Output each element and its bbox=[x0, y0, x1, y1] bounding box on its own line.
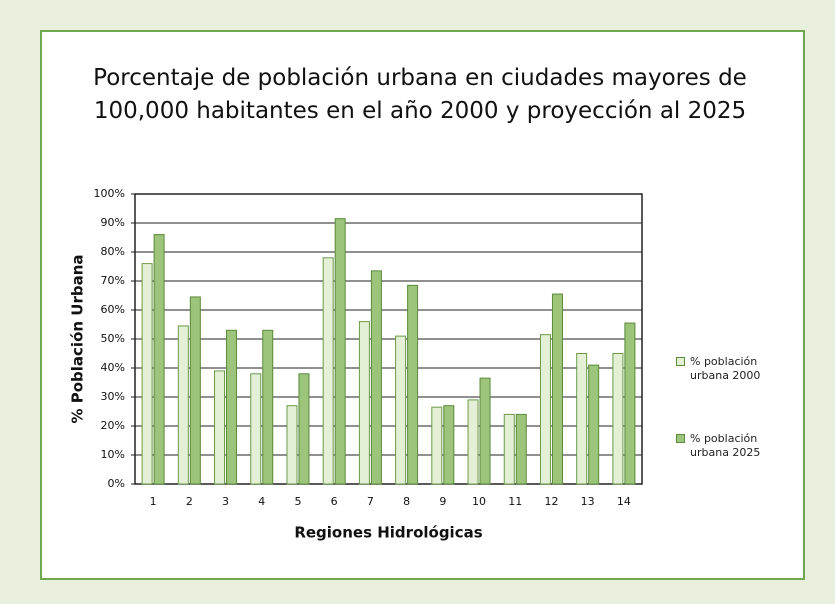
x-tick-label: 5 bbox=[294, 495, 301, 508]
y-tick-label: 0% bbox=[108, 477, 125, 490]
bar bbox=[503, 413, 515, 485]
bar bbox=[214, 370, 226, 485]
x-tick-label: 7 bbox=[367, 495, 374, 508]
x-tick-label: 1 bbox=[150, 495, 157, 508]
bar bbox=[515, 413, 527, 485]
y-tick-label: 100% bbox=[94, 187, 125, 200]
legend-label: % población urbana 2000 bbox=[690, 355, 761, 382]
legend-label: % población urbana 2025 bbox=[690, 432, 761, 459]
bar bbox=[407, 284, 419, 485]
bar bbox=[250, 373, 262, 485]
bar bbox=[322, 257, 334, 485]
bar bbox=[551, 293, 563, 485]
bar bbox=[443, 405, 455, 485]
x-tick-label: 9 bbox=[439, 495, 446, 508]
bar bbox=[226, 329, 238, 485]
bar bbox=[286, 405, 298, 485]
bar bbox=[624, 322, 636, 485]
x-tick-label: 14 bbox=[617, 495, 631, 508]
bar bbox=[588, 364, 600, 485]
x-tick-label: 3 bbox=[222, 495, 229, 508]
bar bbox=[298, 373, 310, 485]
bar bbox=[395, 335, 407, 485]
y-tick-label: 50% bbox=[101, 332, 125, 345]
y-tick-label: 70% bbox=[101, 274, 125, 287]
y-tick-label: 40% bbox=[101, 361, 125, 374]
x-tick-label: 11 bbox=[508, 495, 522, 508]
bar bbox=[431, 406, 443, 485]
bar bbox=[189, 296, 201, 485]
bar bbox=[539, 334, 551, 485]
x-tick-label: 10 bbox=[472, 495, 486, 508]
x-tick-label: 12 bbox=[544, 495, 558, 508]
bar bbox=[334, 218, 346, 485]
bar bbox=[576, 353, 588, 485]
x-tick-label: 8 bbox=[403, 495, 410, 508]
y-tick-label: 30% bbox=[101, 390, 125, 403]
bar bbox=[467, 399, 479, 485]
legend-entry: % población urbana 2025 bbox=[676, 432, 790, 460]
y-axis-label: % Población Urbana bbox=[69, 254, 87, 423]
bar bbox=[612, 353, 624, 485]
bar bbox=[262, 329, 274, 485]
panel bbox=[40, 30, 805, 580]
chart-title: Porcentaje de población urbana en ciudad… bbox=[93, 65, 747, 124]
bar bbox=[358, 321, 370, 485]
x-tick-label: 6 bbox=[331, 495, 338, 508]
y-tick-label: 90% bbox=[101, 216, 125, 229]
bar bbox=[177, 325, 189, 485]
bar bbox=[153, 234, 165, 485]
x-tick-label: 4 bbox=[258, 495, 265, 508]
bar bbox=[479, 377, 491, 485]
bar bbox=[141, 263, 153, 485]
y-tick-label: 60% bbox=[101, 303, 125, 316]
y-tick-label: 20% bbox=[101, 419, 125, 432]
legend-entry: % población urbana 2000 bbox=[676, 355, 790, 383]
bar bbox=[370, 270, 382, 485]
plot-frame bbox=[134, 193, 643, 485]
legend-swatch bbox=[676, 357, 685, 366]
y-tick-label: 80% bbox=[101, 245, 125, 258]
x-axis-label: Regiones Hidrológicas bbox=[294, 524, 482, 542]
legend-swatch bbox=[676, 434, 685, 443]
y-tick-label: 10% bbox=[101, 448, 125, 461]
x-tick-label: 13 bbox=[581, 495, 595, 508]
x-tick-label: 2 bbox=[186, 495, 193, 508]
